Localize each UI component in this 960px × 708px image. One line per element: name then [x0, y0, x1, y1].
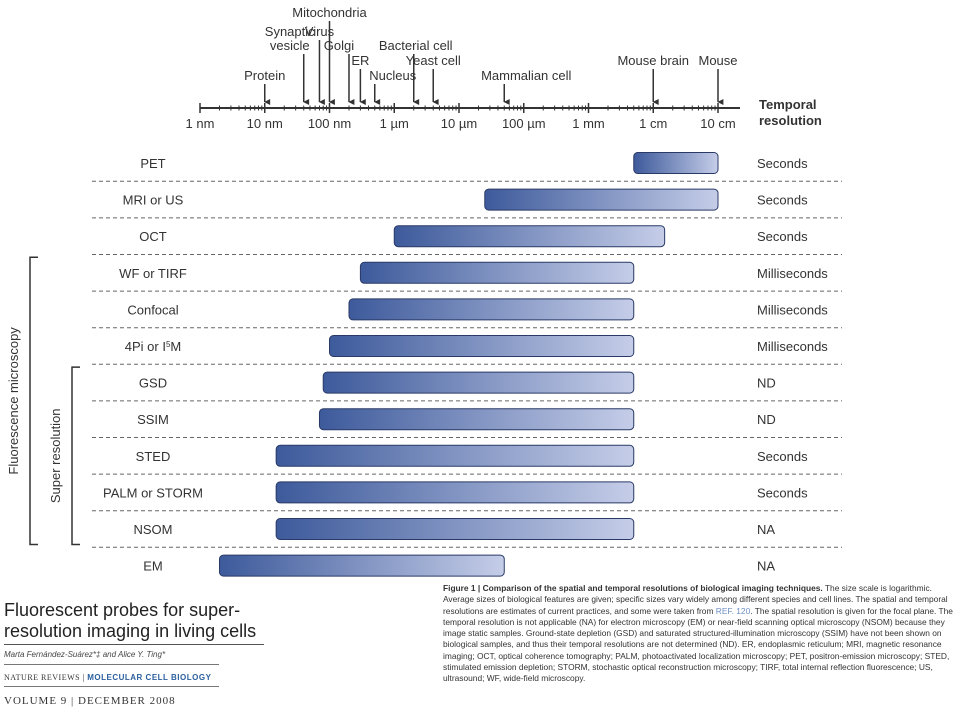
technique-label: EM: [143, 559, 163, 574]
technique-label: SSIM: [137, 412, 169, 427]
feature-label: vesicle: [270, 38, 310, 53]
technique-label-suffix: M: [170, 339, 181, 354]
temporal-resolution-value: NA: [757, 559, 775, 574]
resolution-bar: [318, 408, 635, 431]
resolution-bar: [348, 298, 635, 321]
temporal-resolution-value: Seconds: [757, 485, 808, 500]
figure-caption: Figure 1 | Comparison of the spatial and…: [443, 583, 958, 685]
publisher-name: NATURE REVIEWS: [4, 673, 81, 682]
caption-reference-link[interactable]: REF. 120: [715, 605, 751, 616]
resolution-bar: [484, 188, 719, 211]
axis-tick-label: 10 µm: [441, 116, 477, 131]
resolution-bar: [275, 481, 635, 504]
resolution-bar: [329, 335, 635, 357]
group-bracket: [71, 366, 80, 546]
resolution-bar: [633, 152, 719, 174]
caption-title: Comparison of the spatial and temporal r…: [482, 583, 823, 593]
technique-label: GSD: [139, 376, 167, 391]
group-label: Super resolution: [48, 408, 63, 503]
feature-label: Synaptic: [265, 24, 315, 39]
axis-tick-label: 10 cm: [700, 116, 735, 131]
temporal-resolution-value: ND: [757, 376, 776, 391]
caption-body: The size scale is logarithmic. Average s…: [443, 583, 948, 616]
feature-label: Mammalian cell: [481, 68, 571, 83]
article-authors: Marta Fernández-Suárez*‡ and Alice Y. Ti…: [4, 650, 219, 665]
feature-label: Mouse: [698, 53, 737, 68]
axis-tick-label: 100 nm: [308, 116, 351, 131]
technique-label: PET: [140, 156, 165, 171]
resolution-bar: [393, 225, 666, 248]
caption-body-end: . The spatial resolution is given for th…: [443, 605, 953, 684]
journal-title: MOLECULAR CELL BIOLOGY: [87, 673, 212, 682]
axis-tick-label: 100 µm: [502, 116, 546, 131]
feature-label: Bacterial cell: [379, 38, 453, 53]
technique-label: OCT: [139, 229, 167, 244]
technique-rows: PET Seconds MRI or US Seconds OCT Seconds WF o…: [92, 152, 842, 577]
temporal-resolution-value: NA: [757, 522, 775, 537]
temporal-resolution-value: ND: [757, 412, 776, 427]
group-label: Fluorescence microscopy: [6, 327, 21, 475]
temporal-resolution-value: Milliseconds: [757, 302, 828, 317]
group-bracket: [29, 256, 38, 546]
temporal-resolution-value: Seconds: [757, 156, 808, 171]
resolution-bar: [322, 371, 635, 394]
size-axis: 1 nm 10 nm 100 nm 1 µm 10 µm 100 µm 1 mm 1 cm 10…: [186, 97, 822, 131]
temporal-resolution-value: Seconds: [757, 193, 808, 208]
temporal-resolution-value: Milliseconds: [757, 266, 828, 281]
feature-label: ER: [351, 53, 369, 68]
feature-label: Golgi: [324, 38, 354, 53]
technique-label: MRI or US: [123, 193, 184, 208]
technique-label: WF or TIRF: [119, 266, 187, 281]
technique-label-superscript: 5: [166, 340, 171, 349]
feature-label: Protein: [244, 68, 285, 83]
feature-label: Mouse brain: [617, 53, 689, 68]
feature-label: Nucleus: [369, 68, 416, 83]
row-groups: Fluorescence microscopy Super resolution: [6, 256, 80, 546]
technique-label: STED: [136, 449, 171, 464]
technique-label: Confocal: [127, 302, 178, 317]
temporal-resolution-value: Seconds: [757, 229, 808, 244]
axis-tick-label: 10 nm: [247, 116, 283, 131]
feature-label: Virus: [305, 24, 335, 39]
journal-volume: VOLUME 9 | DECEMBER 2008: [4, 695, 176, 707]
article-title-line: Fluorescent probes for super-: [4, 600, 241, 620]
temporal-resolution-header: Temporal: [759, 97, 817, 112]
journal-separator: |: [80, 673, 88, 682]
temporal-resolution-value: Milliseconds: [757, 339, 828, 354]
article-title-line: resolution imaging in living cells: [4, 621, 257, 641]
article-title: Fluorescent probes for super- resolution…: [4, 600, 264, 645]
resolution-bar: [275, 518, 635, 540]
temporal-resolution-header: resolution: [759, 113, 822, 128]
temporal-resolution-value: Seconds: [757, 449, 808, 464]
journal-name: NATURE REVIEWS | MOLECULAR CELL BIOLOGY: [4, 673, 219, 687]
technique-label: NSOM: [134, 522, 173, 537]
axis-tick-label: 1 mm: [572, 116, 605, 131]
axis-tick-label: 1 µm: [380, 116, 409, 131]
caption-label: Figure 1 |: [443, 583, 481, 593]
resolution-bar: [218, 554, 505, 577]
reference-block: Fluorescent probes for super- resolution…: [4, 600, 264, 707]
axis-tick-label: 1 cm: [639, 116, 667, 131]
axis-tick-label: 1 nm: [186, 116, 215, 131]
resolution-bar: [359, 261, 635, 284]
resolution-bar: [275, 444, 635, 467]
technique-label: PALM or STORM: [103, 485, 203, 500]
feature-label: Yeast cell: [406, 53, 461, 68]
feature-label: Mitochondria: [292, 5, 367, 20]
technique-label: 4Pi or I5M: [125, 339, 181, 354]
